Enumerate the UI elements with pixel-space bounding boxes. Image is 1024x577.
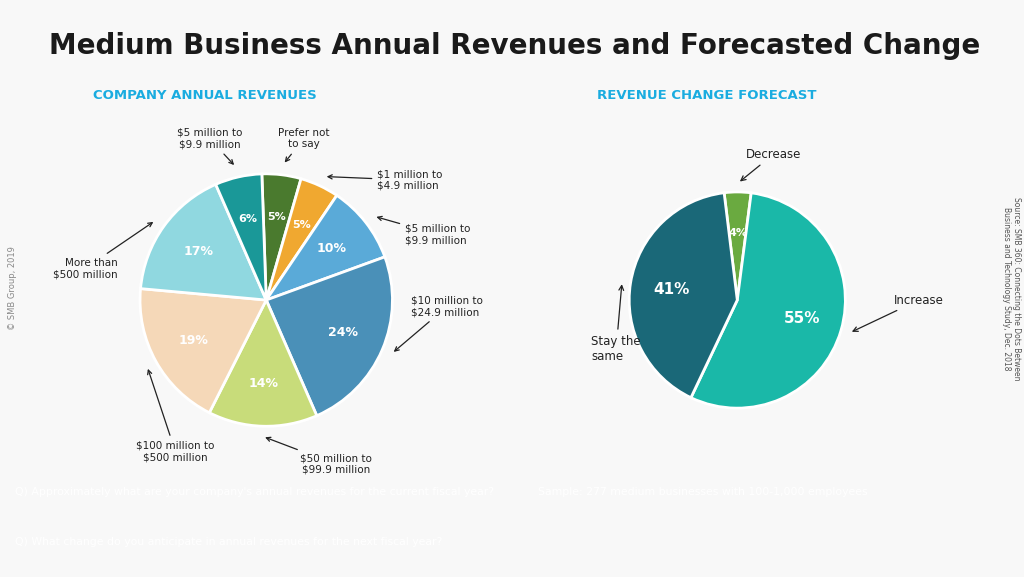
- Wedge shape: [691, 193, 846, 408]
- Wedge shape: [266, 257, 392, 415]
- Text: 5%: 5%: [267, 212, 286, 222]
- Text: Medium Business Annual Revenues and Forecasted Change: Medium Business Annual Revenues and Fore…: [49, 32, 980, 60]
- Text: Stay the
same: Stay the same: [591, 286, 641, 363]
- Text: 10%: 10%: [316, 242, 347, 255]
- Text: $1 million to
$4.9 million: $1 million to $4.9 million: [328, 169, 442, 191]
- Text: 19%: 19%: [178, 334, 208, 347]
- Text: Increase: Increase: [853, 294, 944, 331]
- Wedge shape: [262, 174, 301, 300]
- Text: $100 million to
$500 million: $100 million to $500 million: [136, 370, 215, 462]
- Text: 4%: 4%: [728, 228, 748, 238]
- Text: © SMB Group, 2019: © SMB Group, 2019: [8, 246, 16, 331]
- Text: $50 million to
$99.9 million: $50 million to $99.9 million: [266, 437, 372, 475]
- Text: 55%: 55%: [783, 312, 820, 327]
- Wedge shape: [629, 193, 737, 398]
- Wedge shape: [266, 196, 385, 300]
- Text: 17%: 17%: [183, 245, 214, 258]
- Wedge shape: [216, 174, 266, 300]
- Text: Q) Approximately what are your company's annual revenues for the current fiscal : Q) Approximately what are your company's…: [15, 487, 495, 497]
- Text: Prefer not
to say: Prefer not to say: [279, 128, 330, 162]
- Text: Sample: 277 medium businesses with 100-1,000 employees: Sample: 277 medium businesses with 100-1…: [538, 487, 867, 497]
- Text: 41%: 41%: [653, 282, 689, 297]
- Text: REVENUE CHANGE FORECAST: REVENUE CHANGE FORECAST: [597, 89, 816, 103]
- Text: More than
$500 million: More than $500 million: [52, 223, 153, 279]
- Wedge shape: [724, 192, 752, 300]
- Wedge shape: [209, 300, 316, 426]
- Wedge shape: [140, 288, 266, 413]
- Text: COMPANY ANNUAL REVENUES: COMPANY ANNUAL REVENUES: [93, 89, 316, 103]
- Text: Q) What change do you anticipate in annual revenues for the next fiscal year?: Q) What change do you anticipate in annu…: [15, 537, 442, 548]
- Text: $5 million to
$9.9 million: $5 million to $9.9 million: [177, 128, 242, 164]
- Text: Source: SMB 360: Connecting the Dots Between
Business and Technology Study, Dec.: Source: SMB 360: Connecting the Dots Bet…: [1002, 197, 1021, 380]
- Text: 5%: 5%: [292, 219, 311, 230]
- Text: 14%: 14%: [249, 377, 279, 390]
- Text: 6%: 6%: [239, 214, 257, 224]
- Text: $5 million to
$9.9 million: $5 million to $9.9 million: [378, 216, 470, 245]
- Text: $10 million to
$24.9 million: $10 million to $24.9 million: [394, 295, 483, 351]
- Text: Decrease: Decrease: [741, 148, 802, 181]
- Wedge shape: [266, 179, 337, 300]
- Text: 24%: 24%: [328, 327, 357, 339]
- Wedge shape: [140, 185, 266, 300]
